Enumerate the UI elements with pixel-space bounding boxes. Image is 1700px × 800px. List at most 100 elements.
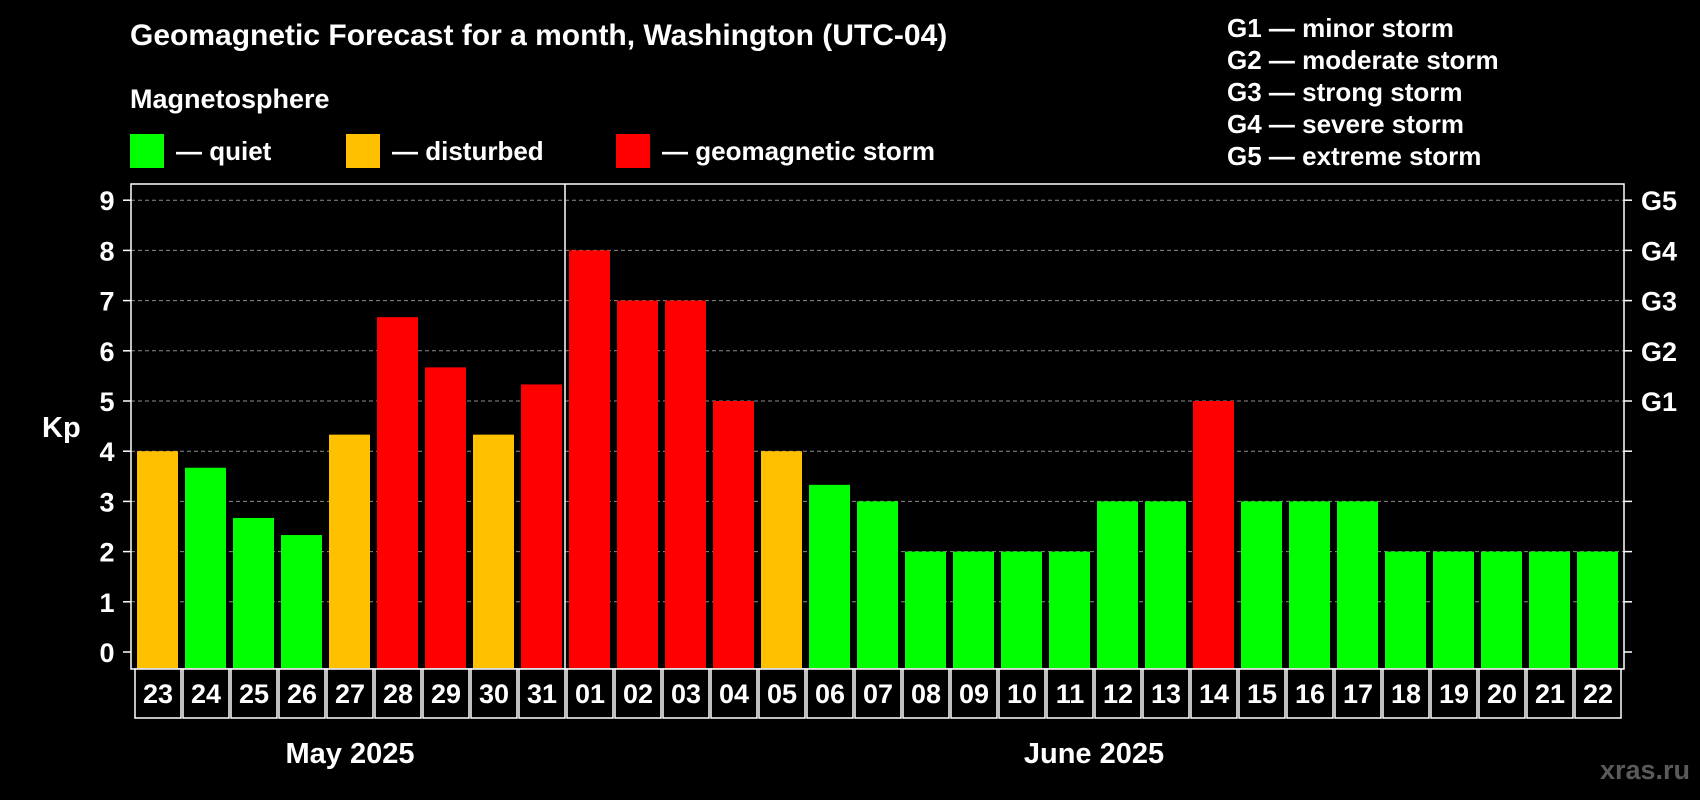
- storm-level-g1: G1 — minor storm: [1227, 13, 1454, 43]
- date-box-22: [1574, 668, 1622, 719]
- date-label-25: 25: [239, 679, 269, 709]
- date-box-06: [806, 668, 854, 719]
- right-axis-label-g1: G1: [1641, 387, 1677, 417]
- date-box-13: [1142, 668, 1190, 719]
- watermark: xras.ru: [1599, 755, 1690, 785]
- kp-bar-23: [137, 451, 178, 668]
- kp-bar-25: [233, 517, 274, 668]
- date-box-04: [710, 668, 758, 719]
- y-axis-label: Kp: [42, 412, 81, 444]
- legend-swatch-disturbed: [346, 134, 380, 168]
- date-label-26: 26: [287, 679, 317, 709]
- date-label-13: 13: [1151, 679, 1181, 709]
- date-label-20: 20: [1487, 679, 1517, 709]
- storm-level-g4: G4 — severe storm: [1227, 109, 1465, 139]
- legend-swatch-quiet: [130, 134, 164, 168]
- date-label-12: 12: [1103, 679, 1133, 709]
- date-label-28: 28: [383, 679, 413, 709]
- date-label-03: 03: [671, 679, 701, 709]
- storm-level-legend: G1 — minor storm G2 — moderate storm G3 …: [1227, 12, 1499, 172]
- y-tick-label: 3: [99, 487, 114, 517]
- date-box-11: [1046, 668, 1094, 719]
- kp-bar-01: [569, 250, 610, 668]
- date-box-01: [566, 668, 614, 719]
- right-axis-label-g3: G3: [1641, 287, 1677, 317]
- kp-bar-12: [1097, 501, 1138, 668]
- kp-bar-28: [377, 317, 418, 668]
- kp-bar-09: [953, 551, 994, 668]
- kp-bar-06: [809, 484, 850, 668]
- date-box-26: [278, 668, 326, 719]
- storm-level-g2: G2 — moderate storm: [1227, 45, 1499, 75]
- date-label-18: 18: [1391, 679, 1421, 709]
- date-box-05: [758, 668, 806, 719]
- date-box-27: [326, 668, 374, 719]
- legend-swatch-storm: [616, 134, 650, 168]
- legend-label-disturbed: — disturbed: [392, 135, 544, 166]
- date-label-23: 23: [143, 679, 173, 709]
- date-label-19: 19: [1439, 679, 1469, 709]
- legend-heading: Magnetosphere: [130, 84, 330, 114]
- kp-bar-08: [905, 551, 946, 668]
- date-box-16: [1286, 668, 1334, 719]
- date-label-24: 24: [191, 679, 221, 709]
- legend-label-storm: — geomagnetic storm: [662, 135, 936, 166]
- kp-bar-16: [1289, 501, 1330, 668]
- date-label-15: 15: [1247, 679, 1277, 709]
- date-box-19: [1430, 668, 1478, 719]
- date-label-11: 11: [1056, 679, 1085, 709]
- date-label-05: 05: [767, 679, 797, 709]
- date-label-01: 01: [575, 679, 605, 709]
- y-tick-label: 1: [99, 588, 114, 618]
- y-tick-label: 2: [99, 538, 114, 568]
- y-tick-label: 4: [99, 437, 114, 467]
- date-label-02: 02: [623, 679, 653, 709]
- kp-bar-18: [1385, 551, 1426, 668]
- date-box-10: [998, 668, 1046, 719]
- date-label-09: 09: [959, 679, 989, 709]
- date-box-14: [1190, 668, 1238, 719]
- legend-label-quiet: — quiet: [176, 135, 272, 166]
- kp-bar-04: [713, 401, 754, 668]
- kp-bar-20: [1481, 551, 1522, 668]
- date-box-02: [614, 668, 662, 719]
- kp-bar-30: [473, 434, 514, 668]
- date-box-28: [374, 668, 422, 719]
- storm-level-g5: G5 — extreme storm: [1227, 141, 1482, 171]
- storm-level-g3: G3 — strong storm: [1227, 77, 1463, 107]
- kp-bar-31: [521, 384, 562, 668]
- kp-bar-02: [617, 300, 658, 668]
- date-box-08: [902, 668, 950, 719]
- date-box-30: [470, 668, 518, 719]
- date-label-08: 08: [911, 679, 941, 709]
- kp-bar-17: [1337, 501, 1378, 668]
- chart-title: Geomagnetic Forecast for a month, Washin…: [130, 19, 948, 52]
- kp-bar-13: [1145, 501, 1186, 668]
- date-label-06: 06: [815, 679, 845, 709]
- legend-item-disturbed: — disturbed: [346, 134, 544, 168]
- y-tick-label: 6: [99, 337, 114, 367]
- date-box-24: [182, 668, 230, 719]
- kp-bar-27: [329, 434, 370, 668]
- date-box-09: [950, 668, 998, 719]
- date-box-15: [1238, 668, 1286, 719]
- date-label-17: 17: [1343, 679, 1373, 709]
- date-box-18: [1382, 668, 1430, 719]
- date-box-03: [662, 668, 710, 719]
- date-label-22: 22: [1583, 679, 1613, 709]
- date-label-21: 21: [1535, 679, 1565, 709]
- date-box-12: [1094, 668, 1142, 719]
- date-label-29: 29: [431, 679, 461, 709]
- kp-bar-15: [1241, 501, 1282, 668]
- kp-bar-11: [1049, 551, 1090, 668]
- kp-bar-10: [1001, 551, 1042, 668]
- right-axis-label-g4: G4: [1641, 236, 1677, 266]
- date-label-31: 31: [527, 679, 557, 709]
- date-label-16: 16: [1295, 679, 1325, 709]
- date-box-25: [230, 668, 278, 719]
- kp-bar-05: [761, 451, 802, 668]
- kp-bar-29: [425, 367, 466, 668]
- kp-bar-19: [1433, 551, 1474, 668]
- date-label-07: 07: [863, 679, 893, 709]
